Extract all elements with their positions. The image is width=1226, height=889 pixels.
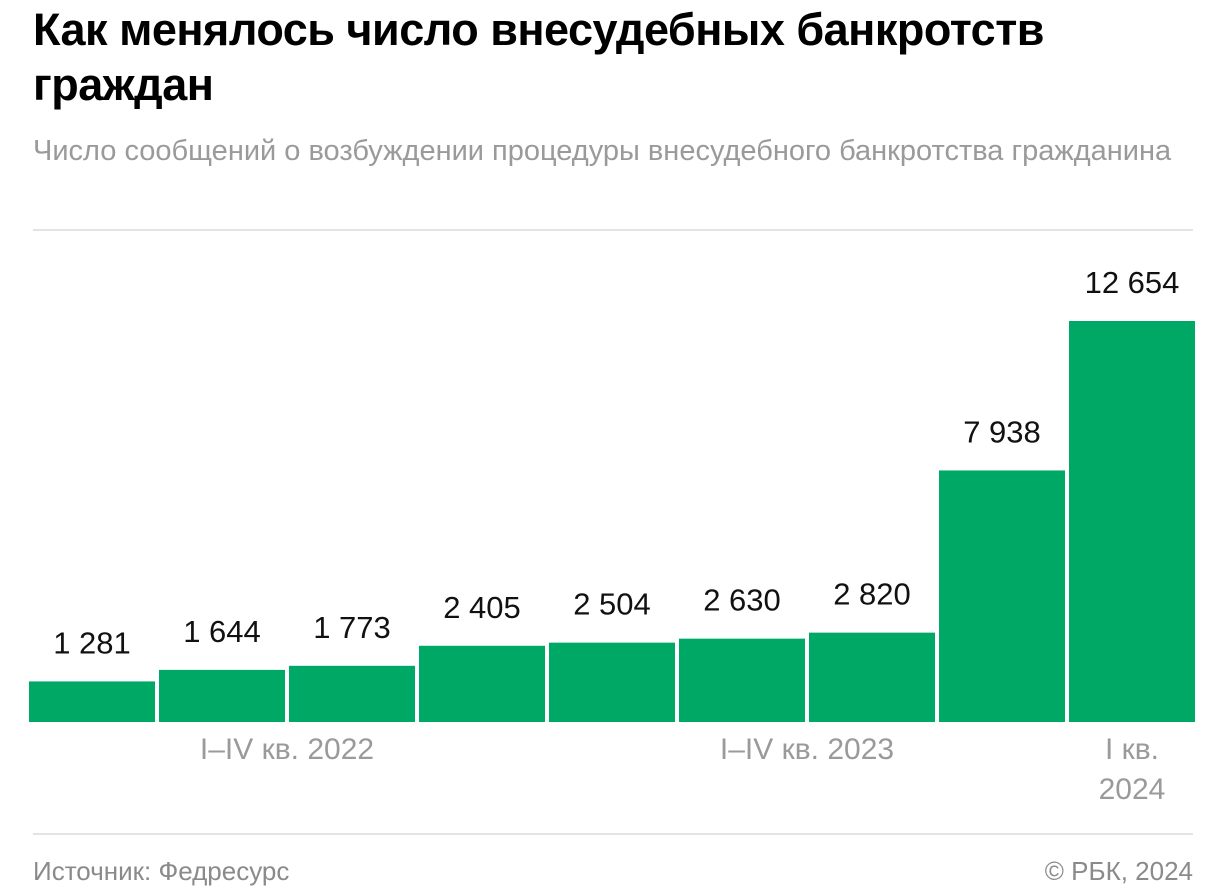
group-label: I кв. 2024 xyxy=(1098,733,1166,806)
value-label: 2 820 xyxy=(833,577,911,612)
bar xyxy=(809,632,935,722)
divider xyxy=(33,229,1193,231)
chart-subtitle: Число сообщений о возбуждении процедуры … xyxy=(33,135,1172,167)
divider xyxy=(33,833,1193,835)
value-label: 2 630 xyxy=(703,583,781,618)
copyright: © РБК, 2024 xyxy=(1044,856,1193,886)
value-label: 2 405 xyxy=(443,590,521,625)
chart-title: Как менялось число внесудебных банкротст… xyxy=(33,4,1044,110)
value-label: 1 644 xyxy=(183,614,261,649)
bar xyxy=(29,681,155,722)
bar xyxy=(549,642,675,722)
value-label: 2 504 xyxy=(573,587,651,622)
bar xyxy=(289,665,415,722)
group-label: I–IV кв. 2022 xyxy=(199,733,375,766)
value-label: 1 281 xyxy=(53,625,131,660)
group-label: I–IV кв. 2023 xyxy=(719,733,895,766)
bar xyxy=(159,669,285,722)
value-label: 12 654 xyxy=(1085,265,1180,300)
value-label: 1 773 xyxy=(313,610,391,645)
bar xyxy=(1069,321,1195,722)
source: Источник: Федресурс xyxy=(33,856,290,886)
bar xyxy=(679,638,805,722)
bar xyxy=(939,470,1065,722)
value-label: 7 938 xyxy=(963,414,1041,449)
chart: 1 281 1 644 1 773 2 405 2 504 2 630 2 820 7 938… xyxy=(29,265,1195,722)
bar xyxy=(419,645,545,722)
